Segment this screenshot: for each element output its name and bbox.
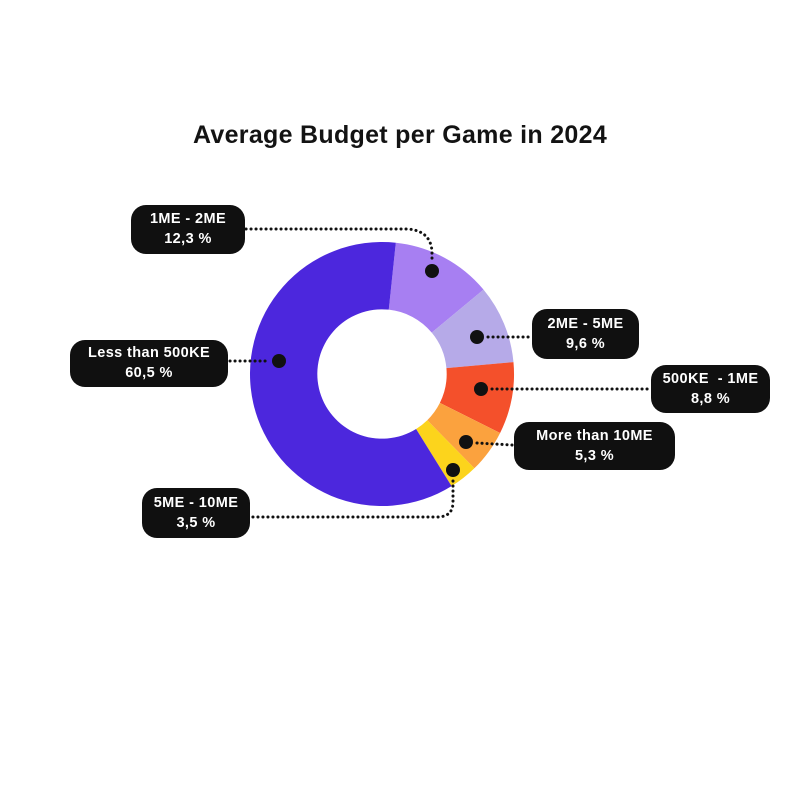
callout-1me-2me: 1ME - 2ME 12,3 % (131, 205, 245, 254)
callout-value: 60,5 % (125, 365, 173, 381)
callout-label: 5ME - 10ME (153, 494, 239, 511)
callout-more-than-10me: More than 10ME 5,3 % (514, 422, 675, 470)
callout-value: 12,3 % (164, 231, 212, 247)
callout-value: 9,6 % (565, 335, 606, 352)
callout-label: 1ME - 2ME (149, 211, 227, 227)
callout-label: 2ME - 5ME (547, 315, 624, 332)
callout-500ke-1me: 500KE - 1ME 8,8 % (651, 365, 770, 413)
callout-less-than-500ke: Less than 500KE 60,5 % (70, 340, 228, 387)
callout-label: More than 10ME (536, 427, 653, 444)
callout-value: 8,8 % (690, 390, 731, 407)
callout-value: 5,3 % (574, 447, 615, 464)
callout-5me-10me: 5ME - 10ME 3,5 % (142, 488, 250, 538)
donut-segment-2 (439, 362, 514, 433)
donut-segment-5 (250, 241, 452, 506)
callout-label: 500KE - 1ME (662, 370, 759, 387)
callout-label: Less than 500KE (87, 345, 211, 361)
donut-segment-0 (388, 242, 484, 333)
callout-2me-5me: 2ME - 5ME 9,6 % (532, 309, 639, 359)
callout-value: 3,5 % (176, 514, 216, 531)
donut-segment-1 (431, 289, 514, 369)
donut-chart (250, 241, 514, 506)
chart-title: Average Budget per Game in 2024 (192, 121, 608, 149)
